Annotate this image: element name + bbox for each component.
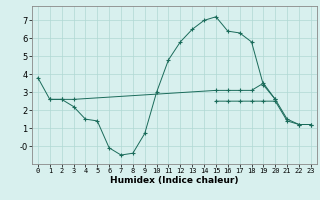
X-axis label: Humidex (Indice chaleur): Humidex (Indice chaleur) <box>110 176 239 185</box>
